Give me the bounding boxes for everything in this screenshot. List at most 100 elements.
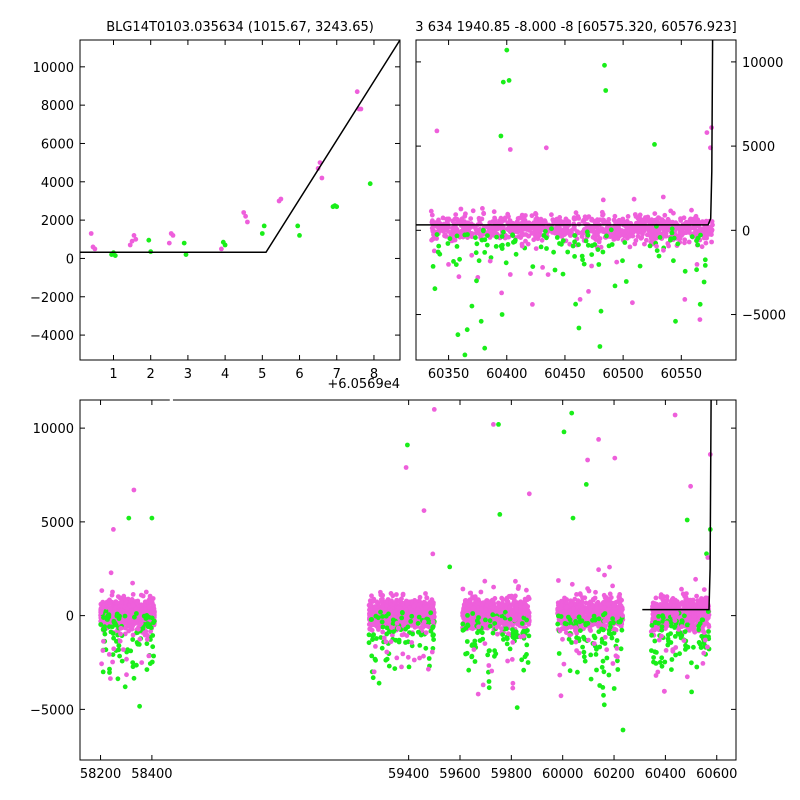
data-point-magenta (434, 128, 440, 134)
data-point-green (259, 231, 265, 236)
data-point-magenta (370, 598, 376, 604)
data-point-magenta (631, 196, 637, 202)
data-point-green (490, 612, 496, 618)
data-point-green (572, 233, 578, 238)
data-point-magenta (619, 597, 624, 603)
data-point-magenta (138, 620, 144, 626)
data-point-magenta (504, 595, 510, 601)
data-point-green (492, 621, 498, 626)
data-point-magenta (442, 233, 447, 239)
data-point-magenta (599, 209, 605, 215)
data-point-green (543, 228, 548, 234)
data-point-magenta (684, 225, 690, 230)
data-point-magenta (707, 225, 713, 231)
data-point-magenta (619, 228, 625, 234)
data-point-green (485, 652, 491, 658)
data-point-green (117, 653, 122, 659)
data-point-green (565, 249, 571, 255)
data-point-magenta (556, 578, 561, 583)
data-point-magenta (539, 237, 545, 243)
y-tick-label: −5000 (742, 309, 786, 324)
data-point-magenta (590, 603, 595, 609)
data-point-magenta (394, 655, 400, 661)
data-point-green (498, 133, 504, 139)
data-point-green (507, 616, 513, 622)
data-point-green (150, 633, 156, 638)
data-point-magenta (134, 600, 140, 606)
data-point-magenta (99, 661, 104, 667)
data-point-magenta (453, 212, 459, 218)
data-point-green (380, 624, 386, 630)
data-point-magenta (612, 213, 618, 219)
data-point-green (430, 633, 436, 638)
data-point-green (603, 88, 609, 93)
data-point-magenta (515, 586, 521, 591)
data-point-green (599, 626, 604, 632)
data-point-magenta (421, 653, 426, 659)
data-point-green (417, 643, 423, 648)
data-point-green (637, 263, 643, 269)
data-point-green (592, 617, 598, 623)
data-point-magenta (146, 604, 152, 610)
data-point-magenta (380, 604, 385, 610)
data-point-magenta (550, 217, 556, 223)
data-point-green (475, 630, 480, 636)
data-point-green (560, 238, 566, 244)
data-point-green (501, 229, 506, 235)
data-point-green (560, 271, 566, 277)
x-tick-label: 8 (370, 367, 378, 382)
data-point-magenta (170, 233, 176, 238)
data-point-magenta (573, 210, 579, 216)
data-point-magenta (128, 608, 134, 614)
data-point-magenta (582, 595, 588, 601)
data-point-green (576, 325, 582, 331)
data-point-green (110, 652, 116, 657)
data-point-magenta (583, 600, 589, 606)
data-point-magenta (492, 596, 498, 601)
data-point-green (512, 239, 518, 245)
data-point-green (474, 278, 479, 284)
data-point-magenta (625, 214, 631, 219)
data-point-magenta (151, 611, 157, 617)
data-point-green (487, 618, 493, 624)
data-point-magenta (124, 672, 129, 678)
data-point-magenta (498, 603, 504, 608)
data-point-magenta (510, 610, 516, 615)
data-point-magenta (533, 246, 539, 252)
data-point-magenta (480, 206, 485, 211)
data-point-magenta (591, 641, 597, 646)
data-point-magenta (490, 225, 496, 231)
data-point-magenta (562, 595, 567, 601)
data-point-magenta (513, 578, 518, 584)
data-point-magenta (607, 591, 613, 597)
data-point-magenta (606, 217, 612, 222)
data-point-magenta (130, 580, 136, 586)
data-point-green (379, 619, 385, 625)
data-point-green (132, 614, 137, 620)
data-point-magenta (486, 663, 492, 668)
data-point-magenta (494, 615, 499, 621)
data-point-magenta (584, 216, 589, 221)
data-point-magenta (436, 217, 441, 223)
data-point-magenta (604, 647, 610, 653)
data-point-magenta (148, 629, 154, 634)
data-point-magenta (118, 631, 123, 637)
x-tick-label: 60400 (486, 367, 527, 382)
data-point-green (428, 610, 434, 616)
data-point-magenta (423, 605, 429, 610)
data-point-magenta (445, 229, 451, 234)
data-point-magenta (509, 595, 514, 600)
data-point-green (597, 683, 603, 688)
data-point-magenta (476, 624, 481, 630)
data-point-magenta (567, 632, 573, 638)
data-point-magenta (554, 216, 560, 222)
data-point-green (594, 667, 599, 673)
data-point-magenta (604, 226, 609, 232)
data-point-green (697, 301, 703, 307)
data-point-magenta (404, 607, 409, 613)
data-point-green (598, 308, 604, 314)
data-point-magenta (641, 227, 646, 233)
data-point-magenta (698, 228, 704, 233)
data-point-magenta (607, 564, 612, 570)
